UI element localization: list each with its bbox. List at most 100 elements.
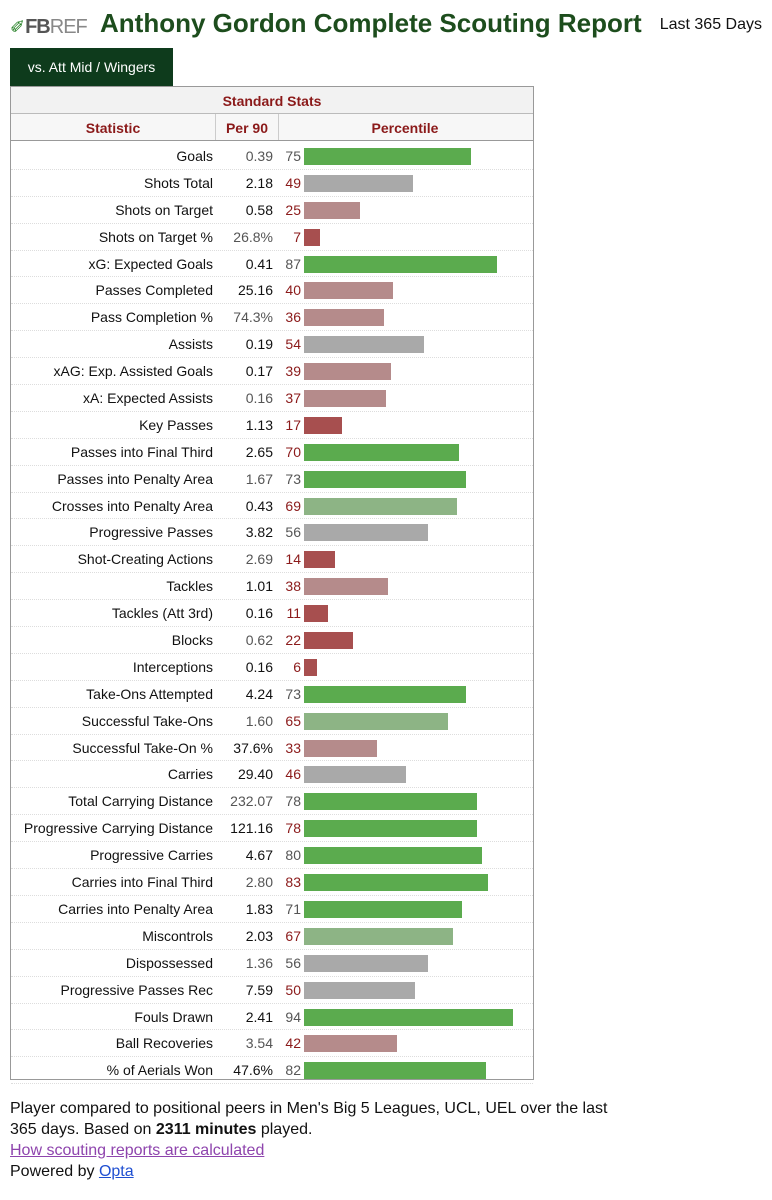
percentile-value: 33 — [285, 739, 301, 756]
stat-label: Pass Completion % — [90, 309, 213, 326]
per90-value: 0.41 — [245, 255, 273, 272]
logo-text: FB — [25, 16, 51, 38]
stat-label: Take-Ons Attempted — [86, 685, 213, 702]
percentile-bar — [304, 1008, 513, 1026]
stat-label: Tackles (Att 3rd) — [111, 605, 213, 622]
per90-value: 1.83 — [245, 900, 273, 917]
stat-label: Progressive Passes — [89, 524, 213, 541]
table-row: Dispossessed 1.36 56 — [11, 950, 533, 977]
percentile-bar — [304, 497, 457, 515]
per90-value: 7.59 — [245, 981, 273, 998]
column-header-statistic[interactable]: Statistic — [85, 120, 141, 136]
table-row: Progressive Passes Rec 7.59 50 — [11, 977, 533, 1004]
percentile-value: 40 — [285, 282, 301, 299]
opta-link[interactable]: Opta — [98, 1163, 134, 1180]
column-header-per90[interactable]: Per 90 — [215, 114, 279, 140]
percentile-value: 37 — [285, 390, 301, 407]
per90-value: 0.16 — [245, 658, 273, 675]
column-header-percentile[interactable]: Percentile — [371, 120, 439, 136]
percentile-bar — [304, 605, 328, 623]
percentile-bar — [304, 712, 448, 730]
percentile-bar — [304, 336, 424, 354]
percentile-value: 6 — [293, 658, 301, 675]
table-row: Carries into Final Third 2.80 83 — [11, 869, 533, 896]
percentile-bar — [304, 363, 391, 381]
table-row: Total Carrying Distance 232.07 78 — [11, 788, 533, 816]
table-row: Key Passes 1.13 17 — [11, 412, 533, 439]
percentile-value: 71 — [285, 900, 301, 917]
percentile-bar — [304, 174, 413, 192]
per90-value: 0.39 — [245, 148, 273, 164]
scouting-table: Standard Stats Statistic Per 90 Percenti… — [10, 86, 534, 1085]
per90-value: 2.69 — [245, 551, 273, 568]
per90-value: 1.60 — [245, 712, 273, 729]
stat-label: Miscontrols — [142, 927, 213, 944]
per90-value: 2.65 — [245, 443, 273, 460]
per90-value: 2.80 — [245, 874, 273, 891]
percentile-bar — [304, 900, 462, 918]
percentile-value: 83 — [285, 874, 301, 891]
percentile-bar — [304, 981, 415, 999]
table-row: Passes into Final Third 2.65 70 — [11, 439, 533, 466]
table-row: Goals 0.39 75 — [11, 143, 533, 170]
percentile-bar — [304, 632, 353, 650]
percentile-value: 50 — [285, 981, 301, 998]
per90-value: 0.62 — [245, 632, 273, 649]
table-row: Progressive Carrying Distance 121.16 78 — [11, 815, 533, 843]
table-row: Passes Completed 25.16 40 — [11, 277, 533, 305]
table-row: Fouls Drawn 2.41 94 — [11, 1004, 533, 1031]
fbref-logo[interactable]: ✐FBREF — [10, 16, 88, 39]
table-row: Carries into Penalty Area 1.83 71 — [11, 896, 533, 923]
per90-value: 0.58 — [245, 201, 273, 218]
table-row: Take-Ons Attempted 4.24 73 — [11, 681, 533, 708]
tab-att-mid-wingers[interactable]: vs. Att Mid / Wingers — [10, 48, 173, 86]
how-calculated-link[interactable]: How scouting reports are calculated — [10, 1142, 265, 1159]
table-row: Successful Take-Ons 1.60 65 — [11, 708, 533, 735]
table-row: Assists 0.19 54 — [11, 331, 533, 359]
table-row: Tackles 1.01 38 — [11, 573, 533, 601]
percentile-value: 73 — [285, 470, 301, 487]
percentile-value: 82 — [285, 1062, 301, 1079]
percentile-value: 42 — [285, 1035, 301, 1052]
table-row: Interceptions 0.16 6 — [11, 654, 533, 681]
percentile-bar — [304, 524, 428, 542]
stat-label: Goals — [176, 148, 213, 164]
per90-value: 232.07 — [230, 793, 273, 810]
footer-note: Player compared to positional peers in M… — [10, 1098, 610, 1140]
table-header: Statistic Per 90 Percentile — [11, 114, 533, 141]
table-row: Progressive Carries 4.67 80 — [11, 842, 533, 870]
table-row: Progressive Passes 3.82 56 — [11, 519, 533, 547]
percentile-bar — [304, 793, 477, 811]
percentile-bar — [304, 874, 488, 892]
stat-label: Assists — [168, 336, 213, 353]
percentile-bar — [304, 1035, 397, 1053]
percentile-value: 17 — [285, 416, 301, 433]
table-row: xAG: Exp. Assisted Goals 0.17 39 — [11, 358, 533, 386]
percentile-value: 78 — [285, 793, 301, 810]
percentile-bar — [304, 470, 466, 488]
percentile-bar — [304, 551, 335, 569]
percentile-bar — [304, 1062, 486, 1080]
per90-value: 121.16 — [230, 820, 273, 837]
per90-value: 1.13 — [245, 416, 273, 433]
percentile-bar — [304, 416, 342, 434]
stat-label: Key Passes — [139, 416, 213, 433]
percentile-value: 38 — [285, 578, 301, 595]
stat-label: Crosses into Penalty Area — [51, 497, 213, 514]
per90-value: 0.19 — [245, 336, 273, 353]
stat-label: Passes into Penalty Area — [57, 470, 213, 487]
table-row: Shots on Target 0.58 25 — [11, 197, 533, 224]
stat-label: Tackles — [166, 578, 213, 595]
table-row: % of Aerials Won 47.6% 82 — [11, 1057, 533, 1085]
percentile-value: 78 — [285, 820, 301, 837]
percentile-value: 73 — [285, 685, 301, 702]
percentile-value: 22 — [285, 632, 301, 649]
stat-label: Shot-Creating Actions — [77, 551, 213, 568]
table-row: Miscontrols 2.03 67 — [11, 923, 533, 950]
percentile-bar — [304, 282, 393, 300]
stat-label: Passes Completed — [95, 282, 213, 299]
footer-note-text: Player compared to positional peers in M… — [10, 1100, 608, 1138]
table-row: Crosses into Penalty Area 0.43 69 — [11, 493, 533, 520]
stat-label: Progressive Carries — [90, 847, 213, 864]
percentile-bar — [304, 309, 384, 327]
